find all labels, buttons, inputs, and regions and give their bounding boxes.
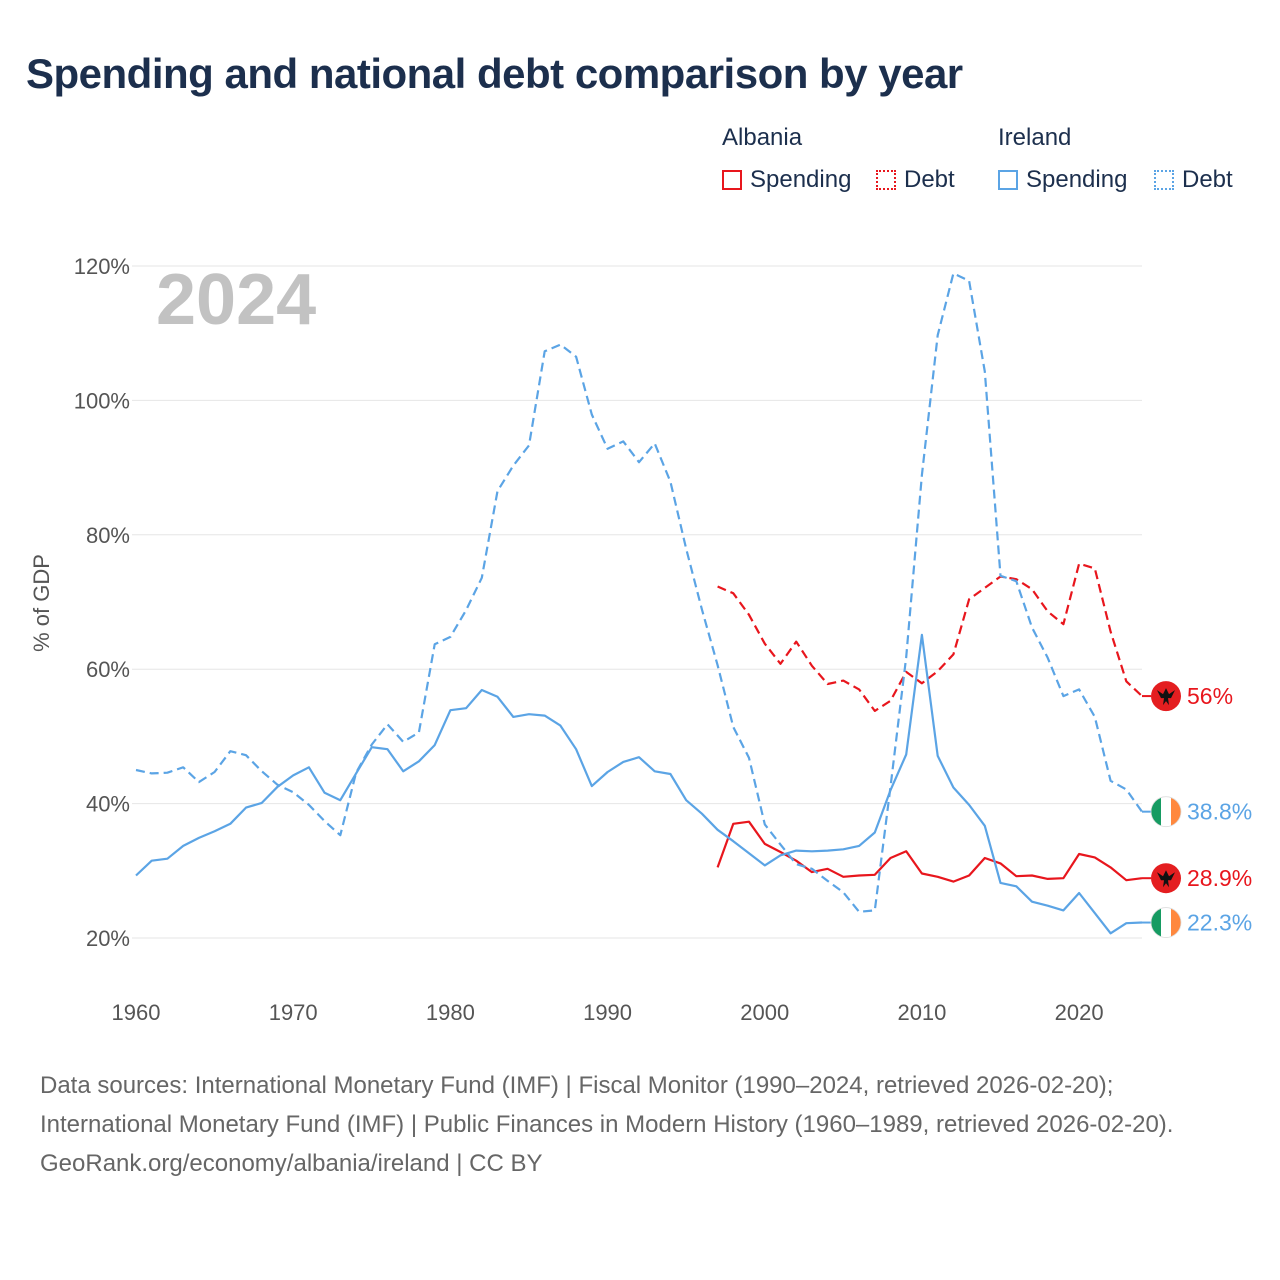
y-tick-label: 20% xyxy=(86,926,130,951)
ireland-flag-icon xyxy=(1150,796,1182,828)
albania-spending-line xyxy=(716,820,1143,883)
series-lines xyxy=(135,272,1143,935)
chart-area: 20% 40% 60% 80% 100% 120% 1960 1970 1980 1990 200… xyxy=(29,254,1252,1025)
data-sources: Data sources: International Monetary Fun… xyxy=(40,1072,1174,1138)
year-label: 2024 xyxy=(156,260,316,340)
y-axis-label: % of GDP xyxy=(29,554,54,652)
ireland-debt-line xyxy=(135,272,1143,913)
series-end-markers: 56% 38.8% 28.9% 22.3% xyxy=(1142,681,1252,938)
chart-title: Spending and national debt comparison by… xyxy=(26,50,963,97)
legend-albania-debt-label: Debt xyxy=(904,166,955,193)
legend-solid-red-swatch-icon xyxy=(722,170,742,190)
legend-dotted-red-swatch-icon xyxy=(876,170,896,190)
ireland-spending-end-label: 22.3% xyxy=(1187,910,1252,936)
y-tick-label: 40% xyxy=(86,792,130,817)
x-tick-label: 1970 xyxy=(269,1000,318,1025)
y-tick-label: 120% xyxy=(74,254,130,279)
albania-flag-icon xyxy=(1151,681,1181,712)
x-tick-label: 2020 xyxy=(1055,1000,1104,1025)
x-tick-label: 1960 xyxy=(112,1000,161,1025)
footer: Data sources: International Monetary Fun… xyxy=(40,1066,1240,1183)
legend-ireland-spending-label: Spending xyxy=(1026,166,1128,193)
x-axis-ticks: 1960 1970 1980 1990 2000 2010 2020 xyxy=(112,1000,1104,1025)
x-tick-label: 2010 xyxy=(897,1000,946,1025)
legend-ireland-debt[interactable]: Debt xyxy=(1154,166,1233,194)
y-tick-label: 60% xyxy=(86,657,130,682)
legend-country-albania: Albania xyxy=(722,124,803,151)
y-tick-label: 80% xyxy=(86,523,130,548)
legend-solid-blue-swatch-icon xyxy=(998,170,1018,190)
attribution-link[interactable]: GeoRank.org/economy/albania/ireland | CC… xyxy=(40,1150,543,1177)
x-tick-label: 1980 xyxy=(426,1000,475,1025)
ireland-debt-end-label: 38.8% xyxy=(1187,799,1252,825)
y-axis-ticks: 20% 40% 60% 80% 100% 120% xyxy=(74,254,130,951)
y-tick-label: 100% xyxy=(74,388,130,413)
albania-debt-end-label: 56% xyxy=(1187,683,1233,709)
legend: Albania Ireland Spending Debt Spending D… xyxy=(722,124,1262,204)
legend-albania-debt[interactable]: Debt xyxy=(876,166,955,194)
legend-albania-spending-label: Spending xyxy=(750,166,852,193)
x-tick-label: 1990 xyxy=(583,1000,632,1025)
grid-lines xyxy=(132,265,1142,939)
albania-debt-line xyxy=(717,562,1143,713)
legend-ireland-spending[interactable]: Spending xyxy=(998,166,1127,194)
x-tick-label: 2000 xyxy=(740,1000,789,1025)
ireland-flag-icon xyxy=(1150,907,1182,938)
legend-country-ireland: Ireland xyxy=(998,124,1072,151)
albania-spending-end-label: 28.9% xyxy=(1187,865,1252,891)
legend-dotted-blue-swatch-icon xyxy=(1154,170,1174,190)
albania-flag-icon xyxy=(1151,863,1181,894)
legend-albania-spending[interactable]: Spending xyxy=(722,166,851,194)
legend-ireland-debt-label: Debt xyxy=(1182,166,1233,193)
ireland-spending-line xyxy=(135,633,1143,935)
